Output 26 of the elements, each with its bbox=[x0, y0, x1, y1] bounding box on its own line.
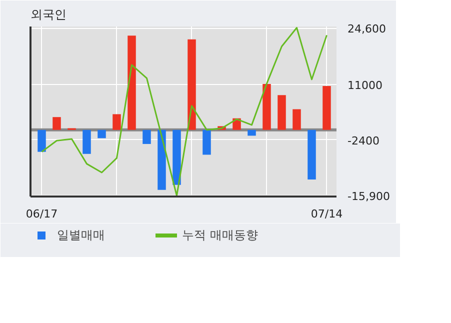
bar bbox=[322, 86, 331, 130]
x-tick-label: 06/17 bbox=[26, 208, 58, 220]
bar bbox=[292, 109, 301, 130]
bar bbox=[248, 130, 256, 136]
bar bbox=[128, 36, 136, 130]
bar bbox=[188, 39, 196, 130]
bar bbox=[158, 130, 166, 190]
y-tick-label: 24,600 bbox=[348, 22, 386, 36]
legend-label: 누적 매매동향 bbox=[182, 226, 258, 244]
bar bbox=[112, 114, 121, 130]
bar bbox=[82, 130, 91, 154]
bar bbox=[202, 130, 211, 155]
bar bbox=[262, 84, 271, 130]
y-tick-label: 11000 bbox=[348, 78, 382, 92]
bar bbox=[52, 117, 61, 130]
bar bbox=[308, 130, 316, 180]
bar bbox=[98, 130, 106, 138]
legend-label: 일별매매 bbox=[57, 226, 105, 244]
bar bbox=[278, 95, 286, 130]
y-tick-label: -2400 bbox=[348, 134, 380, 148]
bar bbox=[38, 130, 46, 152]
bar bbox=[172, 130, 181, 185]
chart-title: 외국인 bbox=[30, 8, 66, 22]
bar bbox=[142, 130, 151, 144]
y-tick-label: -15,900 bbox=[348, 190, 390, 204]
x-tick-label: 07/14 bbox=[310, 208, 343, 220]
